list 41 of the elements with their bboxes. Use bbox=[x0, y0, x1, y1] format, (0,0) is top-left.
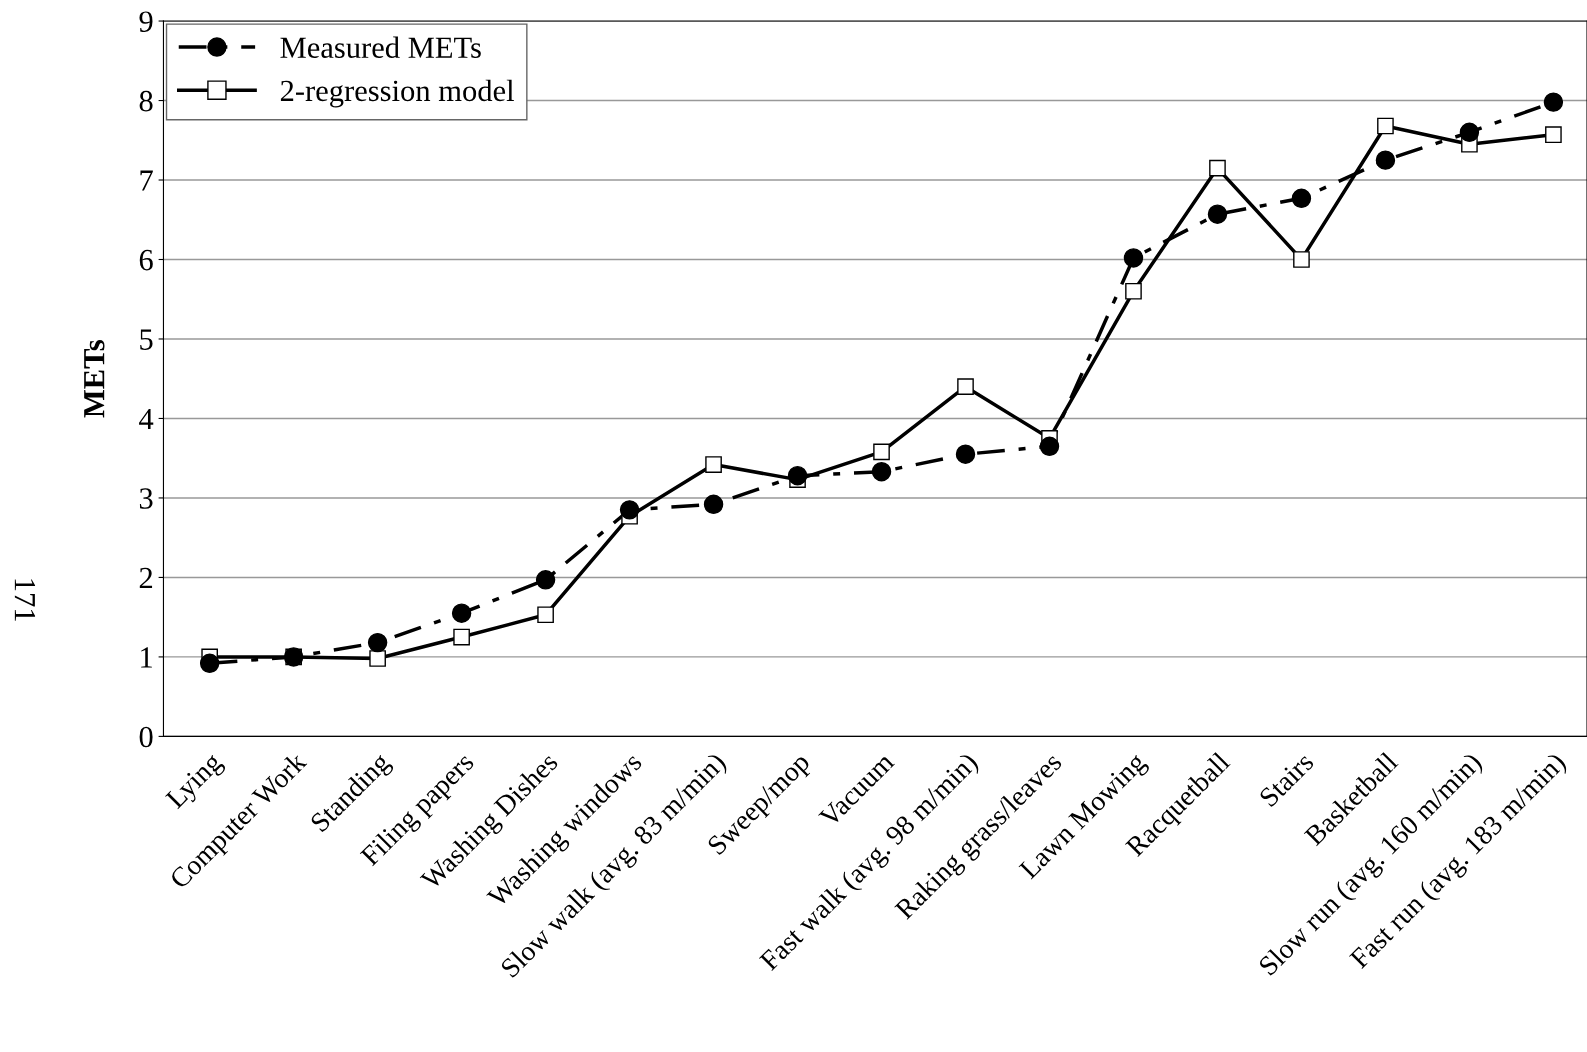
point bbox=[871, 461, 892, 482]
point bbox=[537, 606, 554, 624]
legend-label: 2-regression model bbox=[280, 79, 515, 108]
y-tick-label: 1 bbox=[141, 647, 152, 668]
text: 171 bbox=[14, 579, 36, 621]
point bbox=[369, 650, 386, 667]
point bbox=[535, 570, 556, 590]
point bbox=[1039, 436, 1060, 457]
point bbox=[1459, 122, 1480, 143]
y-axis-title: METs bbox=[84, 340, 105, 418]
y-tick-label: 4 bbox=[139, 408, 154, 430]
y-tick-label: 6 bbox=[139, 249, 153, 271]
point bbox=[1543, 92, 1564, 112]
point bbox=[873, 443, 890, 461]
y-tick-label: 5 bbox=[140, 329, 153, 350]
y-tick-label: 9 bbox=[139, 11, 153, 32]
point bbox=[1291, 188, 1312, 209]
point bbox=[199, 653, 220, 673]
point bbox=[705, 456, 722, 473]
point bbox=[619, 500, 640, 520]
point bbox=[957, 378, 974, 396]
point bbox=[1209, 159, 1226, 177]
y-tick-label: 0 bbox=[139, 726, 153, 748]
point bbox=[955, 444, 976, 464]
y-tick-label: 7 bbox=[140, 170, 153, 191]
point bbox=[787, 465, 808, 486]
point bbox=[703, 494, 724, 515]
point bbox=[451, 603, 472, 623]
point bbox=[367, 632, 388, 653]
y-tick-label: 8 bbox=[139, 90, 153, 112]
point bbox=[1125, 282, 1142, 300]
point bbox=[1207, 204, 1228, 224]
point bbox=[453, 628, 470, 646]
point bbox=[1293, 251, 1310, 268]
y-tick-label: 2 bbox=[139, 567, 153, 589]
point bbox=[1545, 126, 1562, 144]
point bbox=[1375, 150, 1396, 170]
point bbox=[1123, 248, 1144, 268]
y-tick-label: 3 bbox=[139, 488, 153, 509]
point bbox=[1377, 117, 1394, 135]
legend-label: Measured METs bbox=[280, 36, 481, 59]
